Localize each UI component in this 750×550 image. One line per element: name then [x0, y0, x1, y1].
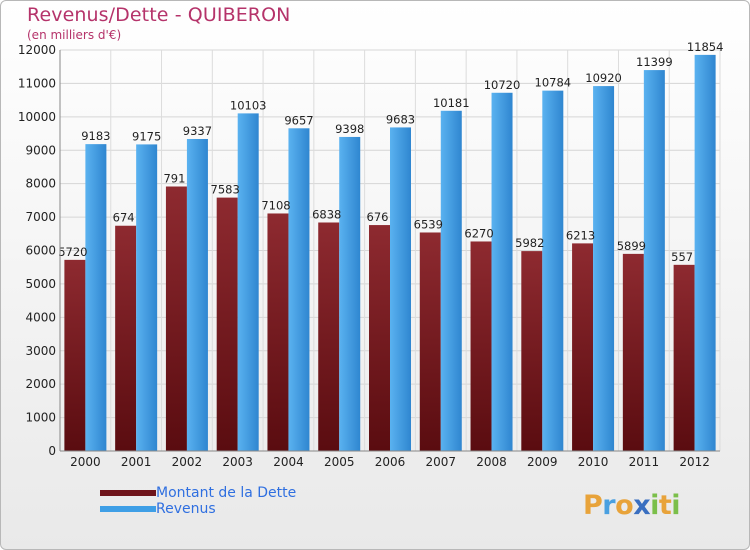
data-label-debt: 676 — [367, 210, 389, 224]
x-tick-label: 2000 — [70, 455, 101, 469]
y-tick-label: 10000 — [18, 110, 56, 124]
data-label-debt: 6270 — [464, 226, 493, 240]
x-tick-label: 2004 — [273, 455, 304, 469]
y-tick-label: 5000 — [25, 277, 56, 291]
bar-debt-2011 — [622, 253, 644, 451]
y-tick-label: 7000 — [25, 210, 56, 224]
legend-swatch-revenus — [100, 506, 156, 512]
data-label-revenus: 9175 — [132, 129, 161, 143]
bar-debt-2000 — [64, 259, 86, 451]
data-label-revenus: 9337 — [183, 124, 212, 138]
logo-letter: i — [671, 490, 681, 521]
bar-debt-2003 — [216, 197, 238, 451]
y-tick-label: 8000 — [25, 177, 56, 191]
x-tick-label: 2009 — [527, 455, 558, 469]
data-label-debt: 5720 — [58, 245, 87, 259]
legend-label-revenus: Revenus — [156, 501, 216, 517]
data-label-revenus: 10103 — [230, 98, 267, 112]
x-tick-label: 2008 — [476, 455, 507, 469]
data-label-debt: 791 — [163, 172, 185, 186]
x-tick-label: 2007 — [425, 455, 456, 469]
bar-revenus-2012 — [694, 54, 716, 451]
data-label-revenus: 10720 — [484, 78, 521, 92]
chart-subtitle: (en milliers d'€) — [27, 28, 122, 42]
bar-revenus-2006 — [390, 127, 411, 451]
logo-letter: P — [583, 490, 603, 521]
y-tick-label: 2000 — [25, 377, 56, 391]
y-tick-label: 4000 — [25, 310, 56, 324]
data-label-revenus: 9398 — [335, 122, 364, 136]
bar-debt-2012 — [673, 264, 695, 451]
data-label-debt: 5899 — [617, 239, 646, 253]
logo-letter: t — [658, 490, 672, 521]
x-tick-label: 2012 — [679, 455, 710, 469]
data-label-revenus: 9183 — [81, 129, 110, 143]
logo-letter: i — [650, 490, 659, 521]
data-label-debt: 6838 — [312, 207, 341, 221]
data-label-debt: 7583 — [211, 183, 240, 197]
y-tick-label: 1000 — [25, 411, 56, 425]
y-tick-label: 3000 — [25, 344, 56, 358]
data-label-revenus: 11854 — [687, 40, 724, 54]
legend-swatch-debt — [100, 490, 156, 496]
bar-revenus-2001 — [136, 144, 158, 451]
x-tick-label: 2010 — [578, 455, 609, 469]
chart-title: Revenus/Dette - QUIBERON — [27, 4, 291, 26]
x-tick-label: 2002 — [172, 455, 203, 469]
bar-debt-2002 — [165, 186, 187, 451]
bar-debt-2004 — [267, 213, 289, 451]
bar-debt-2006 — [369, 225, 390, 451]
data-label-debt: 6539 — [414, 217, 443, 231]
logo-letter: x — [633, 490, 651, 521]
legend-label-debt: Montant de la Dette — [156, 485, 297, 501]
bar-revenus-2011 — [643, 70, 665, 451]
y-tick-label: 6000 — [25, 244, 56, 258]
x-tick-label: 2001 — [121, 455, 152, 469]
x-tick-label: 2006 — [375, 455, 406, 469]
y-tick-label: 0 — [48, 444, 56, 458]
proxiti-logo: Proxiti — [583, 490, 681, 521]
bar-revenus-2003 — [237, 113, 259, 451]
bar-debt-2010 — [572, 243, 594, 451]
data-label-revenus: 10920 — [585, 71, 622, 85]
y-tick-label: 12000 — [18, 43, 56, 57]
bar-debt-2007 — [419, 232, 441, 451]
bar-debt-2009 — [521, 251, 543, 451]
bar-revenus-2009 — [542, 90, 564, 451]
y-tick-label: 9000 — [25, 143, 56, 157]
bar-revenus-2000 — [85, 144, 107, 451]
data-label-debt: 557 — [671, 250, 693, 264]
logo-letter: r — [602, 490, 616, 521]
logo-letter: o — [615, 490, 634, 521]
data-label-debt: 5982 — [515, 236, 544, 250]
data-label-debt: 6213 — [566, 228, 595, 242]
data-label-revenus: 11399 — [636, 55, 673, 69]
x-tick-label: 2011 — [629, 455, 660, 469]
bar-debt-2001 — [115, 225, 137, 451]
bar-debt-2005 — [318, 222, 340, 451]
bar-debt-2008 — [470, 241, 492, 451]
data-label-revenus: 9683 — [386, 112, 415, 126]
data-label-revenus: 10784 — [535, 76, 572, 90]
x-tick-label: 2003 — [222, 455, 253, 469]
data-label-debt: 674 — [113, 211, 135, 225]
bar-revenus-2008 — [491, 92, 513, 452]
bar-revenus-2002 — [186, 138, 208, 451]
data-label-revenus: 10181 — [433, 96, 470, 110]
bar-revenus-2004 — [288, 128, 310, 451]
y-tick-label: 11000 — [18, 76, 56, 90]
data-label-debt: 7108 — [261, 198, 290, 212]
data-label-revenus: 9657 — [284, 113, 313, 127]
x-tick-label: 2005 — [324, 455, 355, 469]
bar-revenus-2005 — [339, 136, 361, 451]
bar-revenus-2007 — [440, 110, 462, 452]
bar-revenus-2010 — [593, 86, 615, 451]
